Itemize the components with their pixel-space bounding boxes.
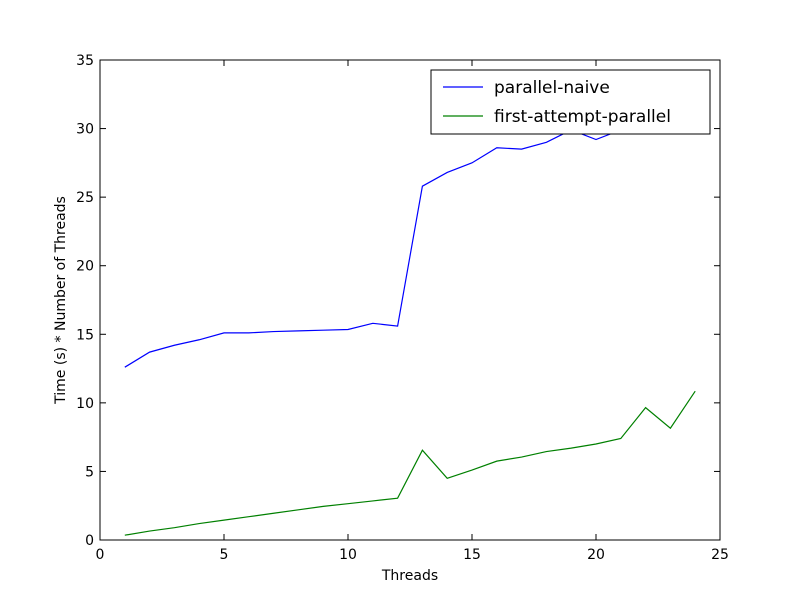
y-tick-label: 0 [85, 533, 94, 549]
legend-label-parallel-naive: parallel-naive [494, 78, 610, 98]
x-tick-label: 25 [711, 547, 729, 563]
y-tick-label: 5 [85, 464, 94, 480]
y-tick-label: 15 [76, 327, 94, 343]
y-axis-label: Time (s) * Number of Threads [53, 196, 69, 405]
x-tick-label: 5 [220, 547, 229, 563]
legend: parallel-naive first-attempt-parallel [430, 69, 711, 135]
y-tick-label: 10 [76, 396, 94, 412]
series-line-parallel-naive [124, 125, 696, 368]
y-tick-label: 20 [76, 259, 94, 275]
x-tick-label: 0 [96, 547, 105, 563]
x-tick-label: 15 [463, 547, 481, 563]
x-tick-label: 20 [587, 547, 605, 563]
series-line-first-attempt-parallel [124, 390, 696, 536]
y-tick-label: 30 [76, 122, 94, 138]
x-axis-label: Threads [381, 568, 438, 584]
axis-ticks [99, 59, 721, 541]
plot-frame [99, 59, 721, 541]
y-tick-label: 25 [76, 190, 94, 206]
y-tick-label: 35 [76, 53, 94, 69]
tick-labels: 0 5 10 15 20 25 0 5 10 15 20 25 30 35 [76, 53, 729, 563]
legend-box [430, 69, 711, 135]
series-lines [124, 125, 696, 536]
x-tick-label: 10 [339, 547, 357, 563]
legend-label-first-attempt-parallel: first-attempt-parallel [494, 107, 671, 127]
